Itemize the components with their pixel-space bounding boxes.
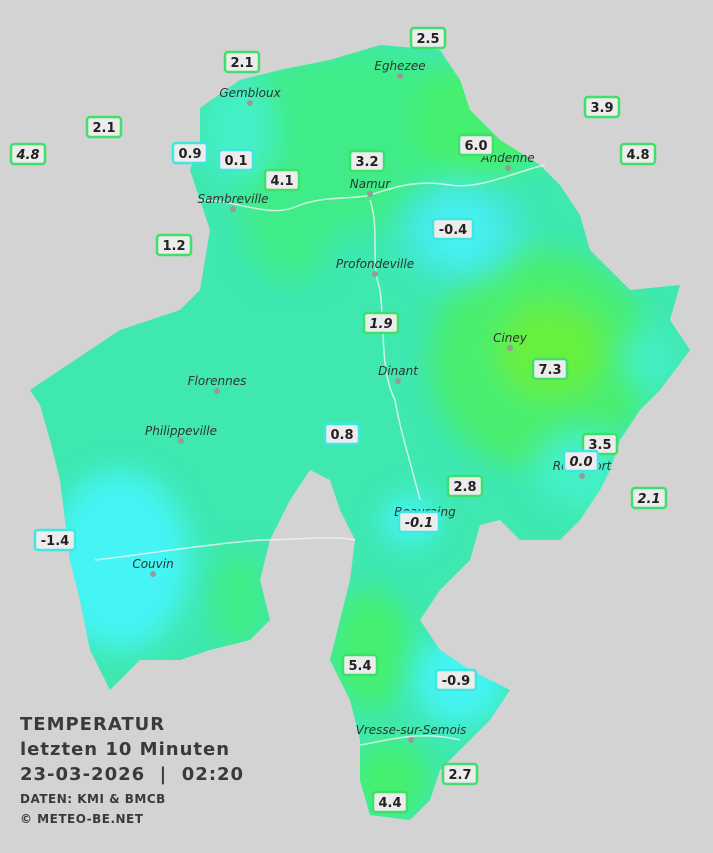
station-value: 3.5 [588, 438, 611, 453]
city-label: Gembloux [219, 86, 281, 100]
city-dot [247, 100, 253, 106]
station-value: 1.9 [369, 317, 392, 332]
city-dot [408, 737, 414, 743]
city-label: Philippeville [145, 424, 217, 438]
city-label: Sambreville [197, 192, 268, 206]
station-box [155, 233, 193, 257]
station-value: 4.8 [15, 148, 39, 163]
city-dot [367, 191, 373, 197]
city-dot [505, 165, 511, 171]
station-box [341, 653, 379, 677]
station-box [223, 50, 261, 74]
station-value: 4.4 [378, 796, 401, 811]
station-value: 5.4 [348, 659, 371, 674]
city-label: Eghezee [374, 59, 425, 73]
station-box [323, 422, 361, 446]
city-label: Ciney [493, 331, 528, 345]
station-value: -0.9 [442, 674, 470, 689]
station-box [619, 142, 657, 166]
station-box [441, 762, 479, 786]
city-dot [150, 571, 156, 577]
city-dot [214, 388, 220, 394]
city-dot [178, 438, 184, 444]
station-box [562, 449, 600, 473]
station-value: 6.0 [464, 139, 487, 154]
city-dot [372, 271, 378, 277]
city-label: Dinant [378, 364, 419, 378]
title: TEMPERATUR [20, 714, 165, 735]
station-value: -0.4 [439, 223, 467, 238]
station-value: 4.8 [626, 148, 649, 163]
city-label: Florennes [188, 374, 247, 388]
city-label: Profondeville [336, 257, 414, 271]
station-value: 2.1 [92, 121, 115, 136]
data-source: DATEN: KMI & BMCB [20, 792, 166, 806]
city-label: Couvin [132, 557, 173, 571]
station-value: 0.9 [178, 147, 201, 162]
station-box [434, 668, 478, 692]
station-box [431, 217, 475, 241]
city-dot [230, 206, 236, 212]
city-dot [395, 378, 401, 384]
station-box [371, 790, 409, 814]
station-value: 0.1 [224, 154, 247, 169]
station-value: 2.5 [416, 32, 439, 47]
station-value: 2.8 [453, 480, 476, 495]
city-label: Namur [350, 177, 392, 191]
copyright: © METEO-BE.NET [20, 812, 144, 826]
station-value: 0.8 [330, 428, 353, 443]
station-box [630, 486, 668, 510]
station-value: 3.9 [590, 101, 613, 116]
station-box [531, 357, 569, 381]
station-box [171, 141, 209, 165]
station-value: 0.0 [569, 455, 592, 470]
station-value: 3.2 [355, 155, 378, 170]
timestamp: 23-03-2026 | 02:20 [20, 764, 244, 785]
station-value: 7.3 [538, 363, 561, 378]
station-box [348, 149, 386, 173]
station-value: 2.1 [230, 56, 253, 71]
station-value: 2.7 [448, 768, 471, 783]
station-box [583, 95, 621, 119]
station-value: 1.2 [162, 239, 185, 254]
city-label: Andenne [480, 151, 534, 165]
station-box [33, 528, 77, 552]
station-box [9, 142, 47, 166]
city-dot [507, 345, 513, 351]
station-value: 4.1 [270, 174, 293, 189]
city-label: Vresse-sur-Semois [356, 723, 467, 737]
station-box [397, 510, 441, 534]
station-box [446, 474, 484, 498]
station-box [409, 26, 447, 50]
station-value: -1.4 [41, 534, 69, 549]
legend-block: TEMPERATUR letzten 10 Minuten 23-03-2026… [20, 714, 244, 826]
station-box [581, 432, 619, 456]
subtitle: letzten 10 Minuten [20, 739, 230, 760]
station-value: 2.1 [637, 492, 660, 507]
stations: 2.5 2.1 2.1 4.8 0.9 0.1 4.1 3.2 6.0 3.9 4.8 -0.4 1.2… [9, 26, 668, 814]
city-dot [397, 73, 403, 79]
station-box [457, 133, 495, 157]
station-box [362, 311, 400, 335]
station-box [217, 148, 255, 172]
station-box [263, 168, 301, 192]
city-dot [579, 473, 585, 479]
station-value: -0.1 [405, 516, 433, 531]
station-box [85, 115, 123, 139]
